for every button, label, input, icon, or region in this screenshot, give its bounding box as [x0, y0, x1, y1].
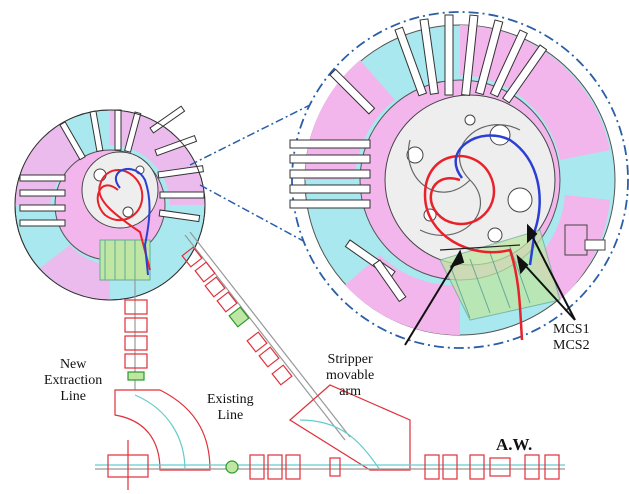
label-line: Existing — [207, 392, 254, 407]
label-line: MCS2 — [553, 338, 590, 354]
label-line: Stripper — [327, 352, 373, 367]
mcs-label: MCS1 MCS2 — [553, 322, 590, 354]
cyclotron-zoom-circle — [289, 11, 629, 349]
annotation-arrows — [404, 223, 576, 346]
horizontal-beamline — [95, 440, 565, 490]
label-line: Line — [60, 389, 86, 405]
label-line: New — [59, 357, 87, 372]
new-extraction-line-label: New Extraction Line — [44, 357, 102, 405]
existing-line — [181, 231, 411, 471]
stripper-label: Stripper movable arm — [326, 352, 374, 400]
zoom-callout-lines — [189, 94, 331, 251]
existing-line-label: Existing Line — [207, 392, 254, 424]
label-line: movable — [326, 368, 375, 384]
label-line: MCS1 — [553, 322, 590, 337]
label-line: Extraction — [44, 373, 103, 389]
cyclotron-overview — [14, 105, 206, 301]
new-extraction-line — [114, 280, 211, 471]
aw-label: A.W. — [496, 435, 533, 454]
label-line: arm — [339, 384, 361, 400]
label-line: Line — [217, 408, 244, 424]
